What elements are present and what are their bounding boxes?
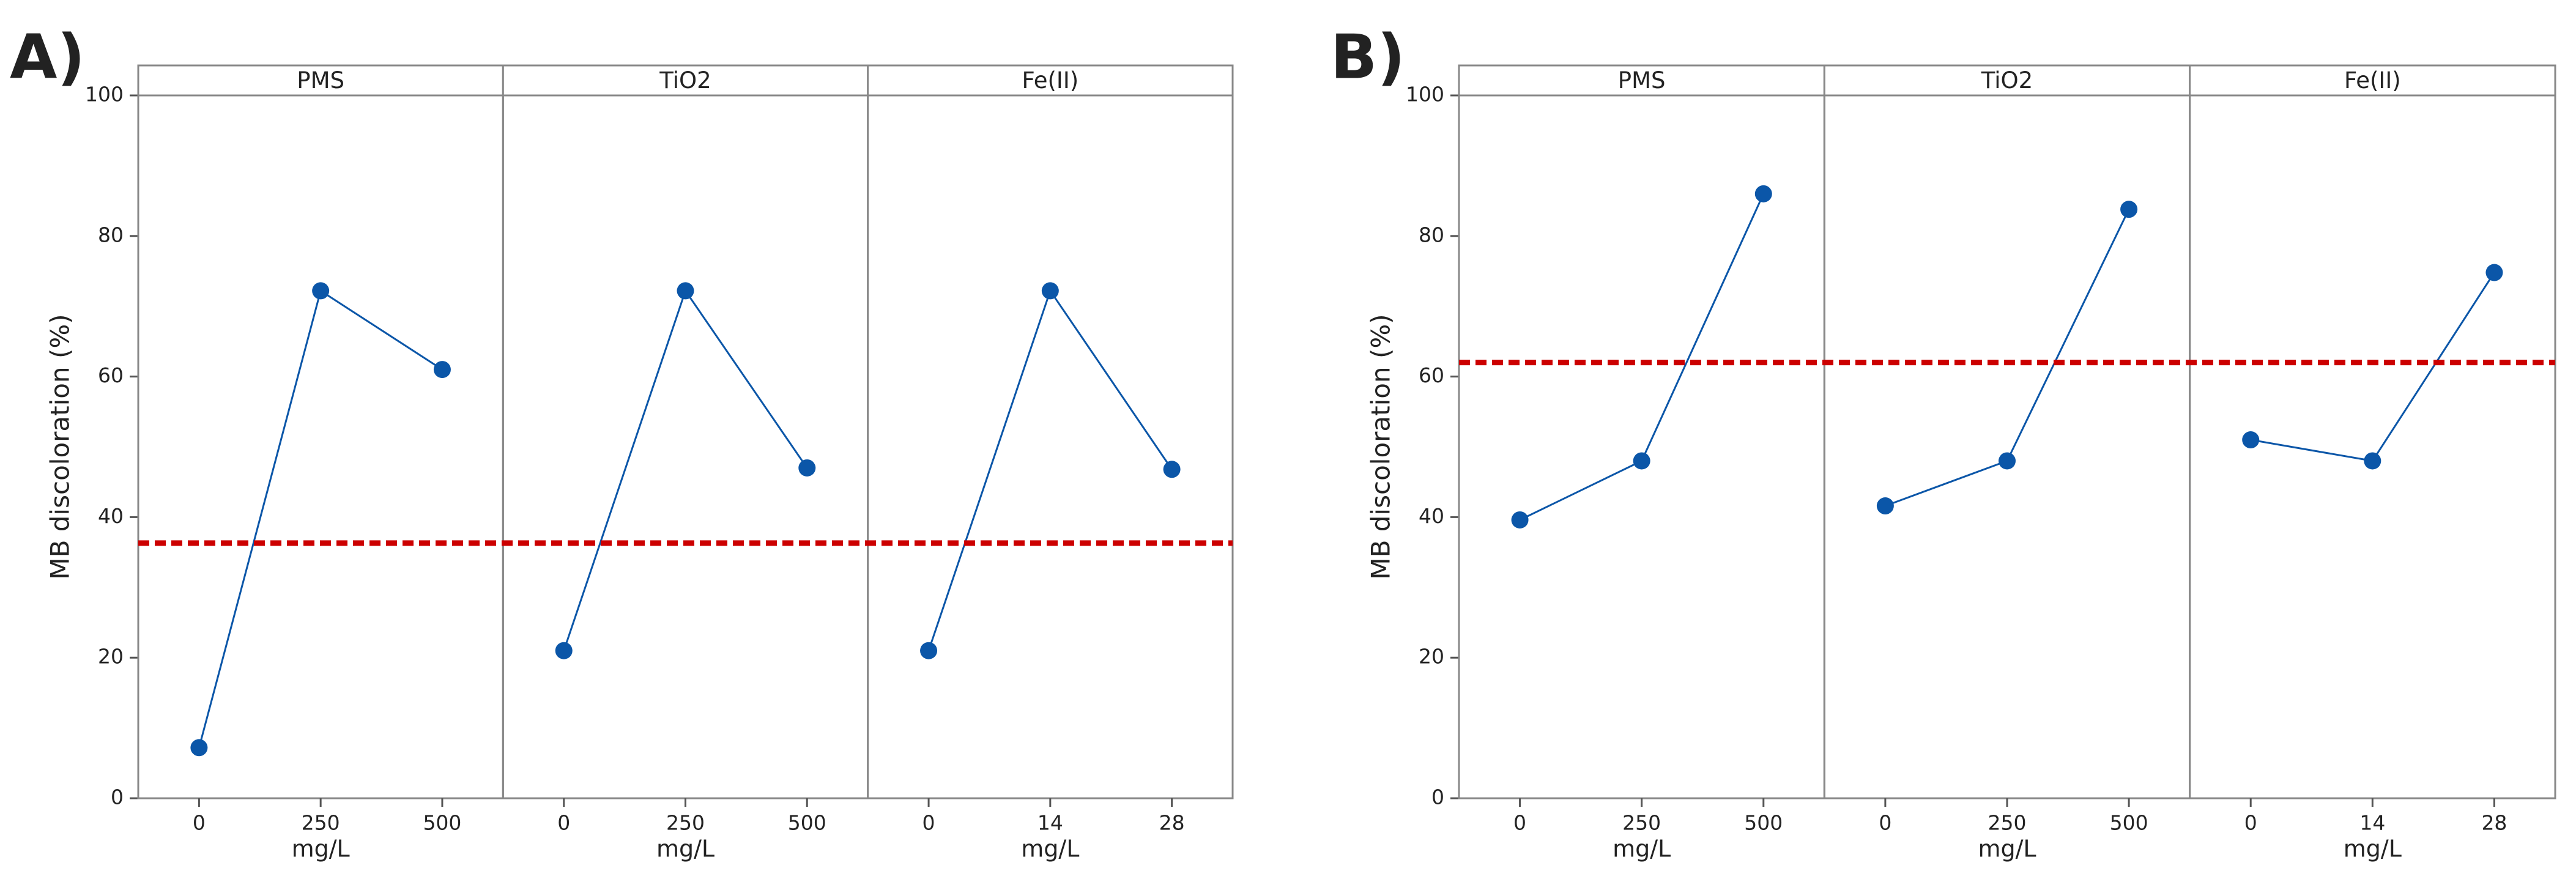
y-axis-label: MB discoloration (%) — [1366, 314, 1396, 579]
x-tick-label: 14 — [2359, 811, 2385, 835]
y-axis-label: MB discoloration (%) — [45, 314, 75, 579]
x-axis-label: mg/L — [1021, 836, 1079, 862]
data-point — [677, 282, 694, 300]
panel-frame — [502, 94, 869, 799]
panel-strip — [2189, 64, 2556, 97]
panel-frame — [867, 94, 1234, 799]
panel-title: TiO2 — [1981, 67, 2033, 94]
y-tick-label: 20 — [1419, 645, 1444, 669]
panel-title: PMS — [297, 67, 344, 94]
x-tick-label: 500 — [1744, 811, 1783, 835]
y-tick-label: 60 — [1419, 363, 1444, 387]
data-point — [433, 361, 451, 379]
y-tick-label: 40 — [1419, 504, 1444, 528]
series-line — [927, 289, 1173, 651]
x-tick-label: 0 — [922, 811, 935, 835]
x-tick-label: 0 — [193, 811, 206, 835]
x-axis-label: mg/L — [656, 836, 715, 862]
x-tick-label: 500 — [2110, 811, 2148, 835]
panel-strip — [1458, 64, 1825, 97]
data-point — [1754, 185, 1772, 202]
data-point — [2485, 264, 2503, 281]
data-point — [555, 642, 573, 659]
data-point — [1511, 511, 1529, 529]
x-axis-label: mg/L — [2344, 836, 2402, 862]
data-point — [1876, 497, 1894, 515]
x-tick-label: 250 — [666, 811, 705, 835]
panel-title: Fe(II) — [1022, 67, 1078, 94]
data-point — [2364, 452, 2381, 470]
x-tick-label: 0 — [1879, 811, 1891, 835]
y-tick-label: 20 — [98, 645, 124, 669]
x-tick-label: 28 — [1159, 811, 1185, 835]
panel-frame — [2189, 94, 2556, 799]
x-axis-label: mg/L — [1978, 836, 2036, 862]
series-line — [563, 289, 808, 651]
data-point — [1999, 452, 2016, 470]
y-tick-label: 40 — [98, 504, 124, 528]
data-point — [2120, 201, 2138, 218]
data-point — [1041, 282, 1059, 300]
panel-label: A) — [10, 21, 85, 92]
x-tick-label: 500 — [423, 811, 461, 835]
panel-title: Fe(II) — [2344, 67, 2401, 94]
x-tick-label: 500 — [788, 811, 826, 835]
x-tick-label: 28 — [2481, 811, 2507, 835]
y-tick-label: 100 — [1406, 83, 1444, 106]
x-axis-label: mg/L — [292, 836, 350, 862]
series-line — [2250, 272, 2495, 462]
data-point — [1163, 461, 1181, 478]
x-tick-label: 250 — [302, 811, 340, 835]
y-tick-label: 80 — [1419, 223, 1444, 247]
x-tick-label: 250 — [1622, 811, 1661, 835]
data-point — [1633, 452, 1650, 470]
y-tick-label: 80 — [98, 223, 124, 247]
data-point — [312, 282, 330, 300]
panel-frame — [1823, 94, 2191, 799]
data-point — [798, 459, 816, 477]
x-axis-label: mg/L — [1613, 836, 1671, 862]
series-line — [198, 289, 443, 748]
panel-frame — [1458, 94, 1825, 799]
panel-label: B) — [1331, 21, 1405, 92]
data-point — [190, 739, 208, 757]
x-tick-label: 0 — [557, 811, 570, 835]
y-tick-label: 0 — [1431, 785, 1444, 809]
x-tick-label: 0 — [1513, 811, 1526, 835]
data-point — [920, 642, 938, 659]
data-point — [2242, 431, 2260, 449]
y-tick-label: 60 — [98, 363, 124, 387]
x-tick-label: 0 — [2244, 811, 2257, 835]
panel-title: PMS — [1618, 67, 1666, 94]
y-tick-label: 0 — [111, 785, 124, 809]
panel-frame — [137, 94, 504, 799]
x-tick-label: 14 — [1037, 811, 1063, 835]
series-line — [1519, 193, 1765, 521]
panel-title: TiO2 — [659, 67, 711, 94]
x-tick-label: 250 — [1988, 811, 2027, 835]
y-tick-label: 100 — [85, 83, 124, 106]
